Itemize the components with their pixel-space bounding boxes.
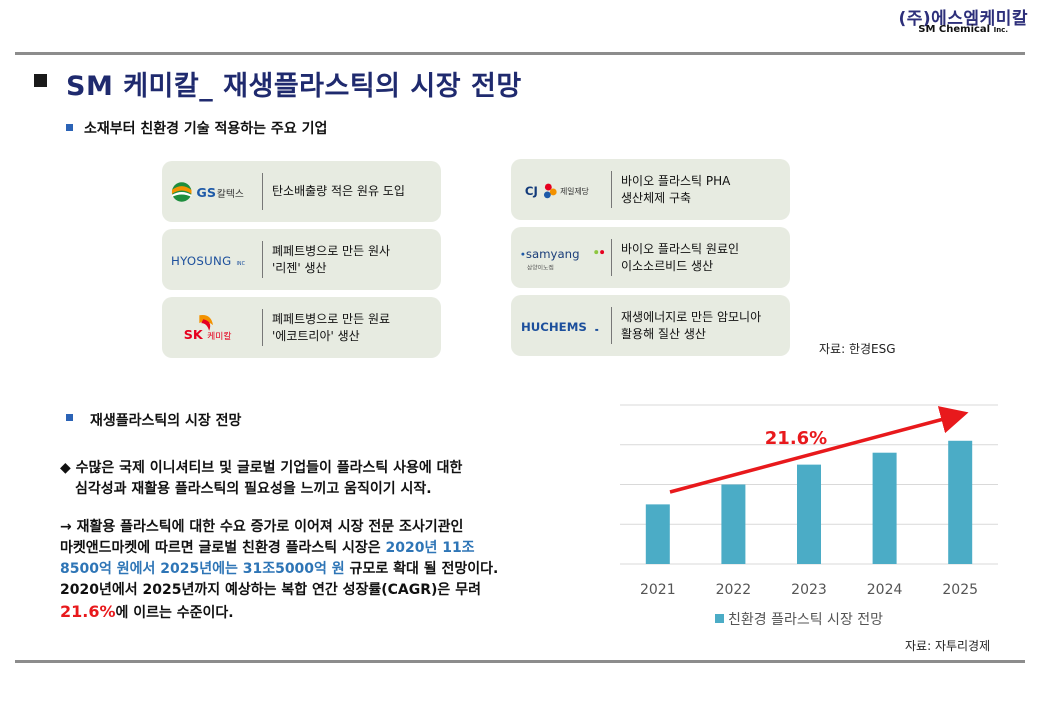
growth-arrow <box>669 406 969 494</box>
company-card-huchems: HUCHEMS 재생에너지로 만든 암모니아 활용해 질산 생산 <box>511 295 790 356</box>
chart-bar-2023 <box>797 464 821 564</box>
chart-x-label-2022: 2022 <box>716 582 752 598</box>
hyosung-logo: HYOSUNG INC <box>170 229 258 290</box>
card-separator <box>262 309 263 346</box>
section1-bullet-icon <box>66 124 73 131</box>
card-description: 탄소배출량 적은 원유 도입 <box>272 184 405 198</box>
chart-x-label-2021: 2021 <box>640 582 676 598</box>
svg-text:케미칼: 케미칼 <box>207 330 231 341</box>
chart-x-label-2025: 2025 <box>942 582 978 598</box>
svg-text:samyang: samyang <box>526 247 580 261</box>
section2-paragraph: → 재활용 플라스틱에 대한 수요 증가로 이어져 시장 전문 조사기관인 마켓… <box>60 519 499 621</box>
section1-source: 자료: 한경ESG <box>819 342 896 356</box>
samyang-logo-sub: 삼양이노켐 <box>527 263 554 271</box>
company-card-gs: GS 칼텍스 탄소배출량 적은 원유 도입 <box>162 161 441 222</box>
chart-x-label-2024: 2024 <box>867 582 903 598</box>
chart-bar-2021 <box>645 504 670 564</box>
card-separator <box>262 241 263 278</box>
card-description: 재생에너지로 만든 암모니아 활용해 질산 생산 <box>621 309 762 341</box>
company-card-hyosung: HYOSUNG INC 폐페트병으로 만든 원사 '리젠' 생산 <box>162 229 441 290</box>
legend-swatch <box>715 614 724 623</box>
top-divider <box>15 52 1025 55</box>
chart-x-label-2023: 2023 <box>791 582 827 598</box>
legend-label: 친환경 플라스틱 시장 전망 <box>728 612 883 628</box>
diamond-bullet-icon: ◆ <box>60 460 71 476</box>
hyosung-logo-suffix: INC <box>236 260 245 266</box>
sk-chemical-logo: SK 케미칼 <box>170 297 258 358</box>
card-description: 폐페트병으로 만든 원료 '에코트리아' 생산 <box>272 311 391 343</box>
gs-caltex-logo: GS 칼텍스 <box>170 161 258 222</box>
growth-annotation: 21.6% <box>765 428 827 449</box>
chart-bar-2022 <box>721 484 746 564</box>
huchems-logo: HUCHEMS <box>519 295 607 356</box>
svg-text:GS: GS <box>196 184 216 199</box>
svg-text:SK: SK <box>184 326 204 341</box>
company-card-sk: SK 케미칼 폐페트병으로 만든 원료 '에코트리아' 생산 <box>162 297 441 358</box>
market-forecast-chart: 2021 2022 2023 2024 2025 21.6% 친환경 플라스틱 시장 전… <box>620 404 998 628</box>
card-description: 폐페트병으로 만든 원사 '리젠' 생산 <box>272 243 391 275</box>
company-card-samyang: samyang 삼양이노켐 바이오 플라스틱 원료인 이소소르비드 생산 <box>511 227 790 288</box>
svg-text:CJ: CJ <box>525 183 538 197</box>
card-description: 바이오 플라스틱 원료인 이소소르비드 생산 <box>621 241 740 273</box>
cj-cheiljedang-logo: CJ 제일제당 <box>519 159 607 220</box>
chart-bar-2025 <box>948 440 973 564</box>
chart-x-labels: 2021 2022 2023 2024 2025 <box>640 582 978 598</box>
card-separator <box>611 239 612 276</box>
chart-bars <box>645 440 973 564</box>
page-title: SM 케미칼_ 재생플라스틱의 시장 전망 <box>66 71 522 102</box>
card-separator <box>611 307 612 344</box>
company-card-cj: CJ 제일제당 바이오 플라스틱 PHA 생산체제 구축 <box>511 159 790 220</box>
title-bullet-icon <box>34 74 47 87</box>
bottom-divider <box>15 660 1025 663</box>
section1-heading: 소재부터 친환경 기술 적용하는 주요 기업 <box>84 121 328 137</box>
company-name-english: SM Chemical Inc. <box>918 24 1008 35</box>
chart-source: 자료: 자투리경제 <box>905 639 991 653</box>
svg-text:HUCHEMS: HUCHEMS <box>521 319 587 333</box>
company-name-korean: (주)에스엠케미칼 <box>898 9 1028 29</box>
chart-bar-2024 <box>872 452 897 564</box>
section2-bullet-icon <box>66 414 73 421</box>
card-separator <box>611 171 612 208</box>
samyang-logo: samyang 삼양이노켐 <box>519 227 607 288</box>
card-description: 바이오 플라스틱 PHA 생산체제 구축 <box>621 173 731 205</box>
svg-text:제일제당: 제일제당 <box>560 185 589 195</box>
section2-heading: 재생플라스틱의 시장 전망 <box>90 413 242 429</box>
section2-bullet-text: ◆ 수많은 국제 이니셔티브 및 글로벌 기업들이 플라스틱 사용에 대한 심각… <box>60 460 463 497</box>
svg-text:HYOSUNG: HYOSUNG <box>171 253 231 267</box>
card-separator <box>262 173 263 210</box>
svg-text:칼텍스: 칼텍스 <box>217 187 244 199</box>
